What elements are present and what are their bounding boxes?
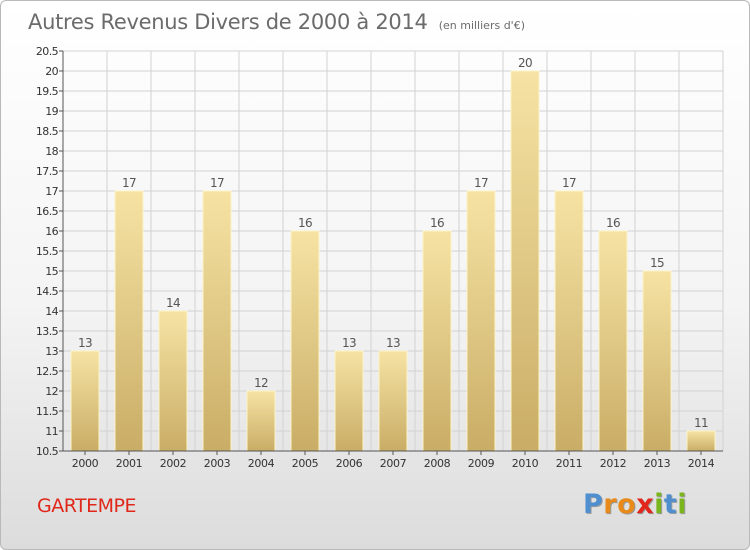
data-label: 13: [78, 336, 92, 350]
data-label: 14: [166, 296, 180, 310]
x-tick-label: 2002: [160, 457, 186, 470]
data-label: 11: [694, 416, 708, 430]
y-tick-label: 11: [45, 425, 58, 438]
logo-letter: r: [603, 489, 618, 520]
bar: [686, 430, 716, 452]
y-tick-label: 15: [45, 265, 58, 278]
x-tick-label: 2013: [644, 457, 671, 470]
y-tick-label: 14: [45, 305, 58, 318]
logo-letter: P: [583, 489, 604, 520]
x-tick-label: 2012: [600, 457, 626, 470]
x-tick-label: 2010: [512, 457, 539, 470]
place-name: GARTEMPE: [37, 495, 137, 517]
x-tick-label: 2009: [468, 457, 495, 470]
y-tick-label: 17.5: [36, 165, 59, 178]
bar: [378, 350, 408, 452]
data-label: 15: [650, 256, 664, 270]
y-tick-label: 19.5: [36, 85, 59, 98]
bar: [510, 70, 540, 452]
x-tick-label: 2004: [248, 457, 275, 470]
x-tick-label: 2008: [424, 457, 451, 470]
y-tick-label: 12.5: [36, 365, 59, 378]
y-tick-label: 13: [45, 345, 58, 358]
axes: [59, 50, 723, 455]
y-tick-labels: 10.5 11 11.5 12 12.5 13 13.5 14 14.5 15 15.5 16 16.5…: [36, 45, 59, 458]
data-label: 16: [298, 216, 312, 230]
x-tick-label: 2014: [688, 457, 715, 470]
bar: [554, 190, 584, 452]
y-tick-label: 18.5: [36, 125, 59, 138]
bar: [334, 350, 364, 452]
data-label: 16: [430, 216, 444, 230]
data-label: 17: [122, 176, 136, 190]
y-tick-label: 16: [45, 225, 58, 238]
proxiti-logo: Proxiti: [583, 489, 687, 520]
bar: [114, 190, 144, 452]
y-tick-label: 16.5: [36, 205, 59, 218]
y-tick-label: 20: [45, 65, 58, 78]
y-tick-label: 15.5: [36, 245, 59, 258]
y-tick-label: 19: [45, 105, 58, 118]
x-tick-label: 2007: [380, 457, 407, 470]
bar: [290, 230, 320, 452]
bar: [598, 230, 628, 452]
bar: [202, 190, 232, 452]
bars: [70, 70, 716, 452]
bar: [642, 270, 672, 452]
y-tick-label: 11.5: [36, 405, 59, 418]
x-tick-label: 2003: [204, 457, 231, 470]
chart-subtitle: (en milliers d'€): [438, 19, 525, 32]
bar: [158, 310, 188, 452]
y-tick-label: 12: [45, 385, 58, 398]
bar: [422, 230, 452, 452]
logo-letter: x: [636, 489, 655, 520]
bar: [246, 390, 276, 452]
data-labels: 13 17 14 17 12 16 13 13 16 17 20 17 16 15 11: [78, 56, 709, 430]
x-tick-labels: 2000 2001 2002 2003 2004 2005 2006 2007 2008 2009…: [72, 457, 715, 470]
data-label: 13: [386, 336, 400, 350]
data-label: 13: [342, 336, 356, 350]
data-label: 16: [606, 216, 620, 230]
data-label: 17: [210, 176, 224, 190]
x-tick-label: 2001: [116, 457, 142, 470]
logo-letter: t: [663, 489, 678, 520]
y-tick-label: 13.5: [36, 325, 59, 338]
data-label: 12: [254, 376, 268, 390]
y-tick-label: 20.5: [36, 45, 59, 58]
x-tick-label: 2005: [292, 457, 319, 470]
logo-letter: i: [677, 489, 688, 520]
title-block: Autres Revenus Divers de 2000 à 2014 (en…: [28, 10, 525, 34]
chart-title: Autres Revenus Divers de 2000 à 2014: [28, 10, 428, 34]
bar: [466, 190, 496, 452]
x-tick-label: 2011: [556, 457, 582, 470]
data-label: 17: [562, 176, 576, 190]
data-label: 20: [518, 56, 532, 70]
y-tick-label: 10.5: [36, 445, 59, 458]
y-tick-label: 18: [45, 145, 58, 158]
x-tick-label: 2006: [336, 457, 363, 470]
logo-letter: o: [617, 489, 637, 520]
bar: [70, 350, 100, 452]
logo-letter: i: [654, 489, 664, 520]
data-label: 17: [474, 176, 488, 190]
x-tick-label: 2000: [72, 457, 99, 470]
y-tick-label: 14.5: [36, 285, 59, 298]
y-tick-label: 17: [45, 185, 58, 198]
